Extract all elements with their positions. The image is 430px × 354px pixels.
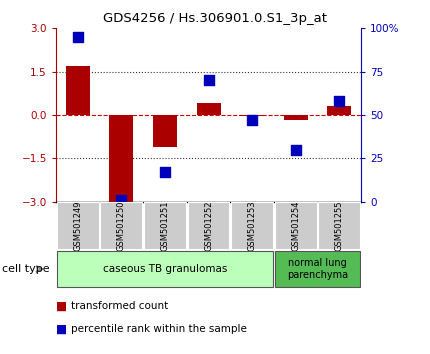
Text: caseous TB granulomas: caseous TB granulomas: [103, 264, 227, 274]
Text: cell type: cell type: [2, 264, 50, 274]
Text: GSM501250: GSM501250: [117, 200, 126, 251]
Text: ■: ■: [56, 300, 67, 313]
Point: [249, 118, 255, 123]
Text: ■: ■: [56, 323, 67, 336]
Text: GSM501252: GSM501252: [204, 200, 213, 251]
Bar: [197, 103, 221, 115]
Point: [118, 197, 125, 203]
FancyBboxPatch shape: [144, 202, 186, 249]
Text: GSM501254: GSM501254: [291, 200, 300, 251]
Point: [336, 98, 343, 104]
Text: percentile rank within the sample: percentile rank within the sample: [71, 324, 247, 334]
Point: [162, 170, 169, 175]
Point: [292, 147, 299, 153]
Bar: [109, 115, 133, 202]
FancyBboxPatch shape: [187, 202, 230, 249]
Text: GSM501251: GSM501251: [160, 200, 169, 251]
Text: GSM501255: GSM501255: [335, 200, 344, 251]
Text: transformed count: transformed count: [71, 301, 168, 311]
Bar: [327, 106, 351, 115]
Text: normal lung
parenchyma: normal lung parenchyma: [287, 258, 348, 280]
FancyBboxPatch shape: [100, 202, 142, 249]
Point: [74, 34, 81, 40]
Point: [205, 78, 212, 83]
Bar: [240, 115, 264, 116]
FancyBboxPatch shape: [275, 202, 317, 249]
Text: GSM501253: GSM501253: [248, 200, 257, 251]
FancyBboxPatch shape: [275, 251, 360, 287]
FancyBboxPatch shape: [57, 251, 273, 287]
FancyBboxPatch shape: [231, 202, 273, 249]
Text: GSM501249: GSM501249: [73, 200, 82, 251]
Bar: [284, 115, 308, 120]
FancyBboxPatch shape: [319, 202, 360, 249]
Text: GDS4256 / Hs.306901.0.S1_3p_at: GDS4256 / Hs.306901.0.S1_3p_at: [103, 12, 327, 25]
Bar: [153, 115, 177, 147]
FancyBboxPatch shape: [57, 202, 98, 249]
Bar: [66, 66, 90, 115]
